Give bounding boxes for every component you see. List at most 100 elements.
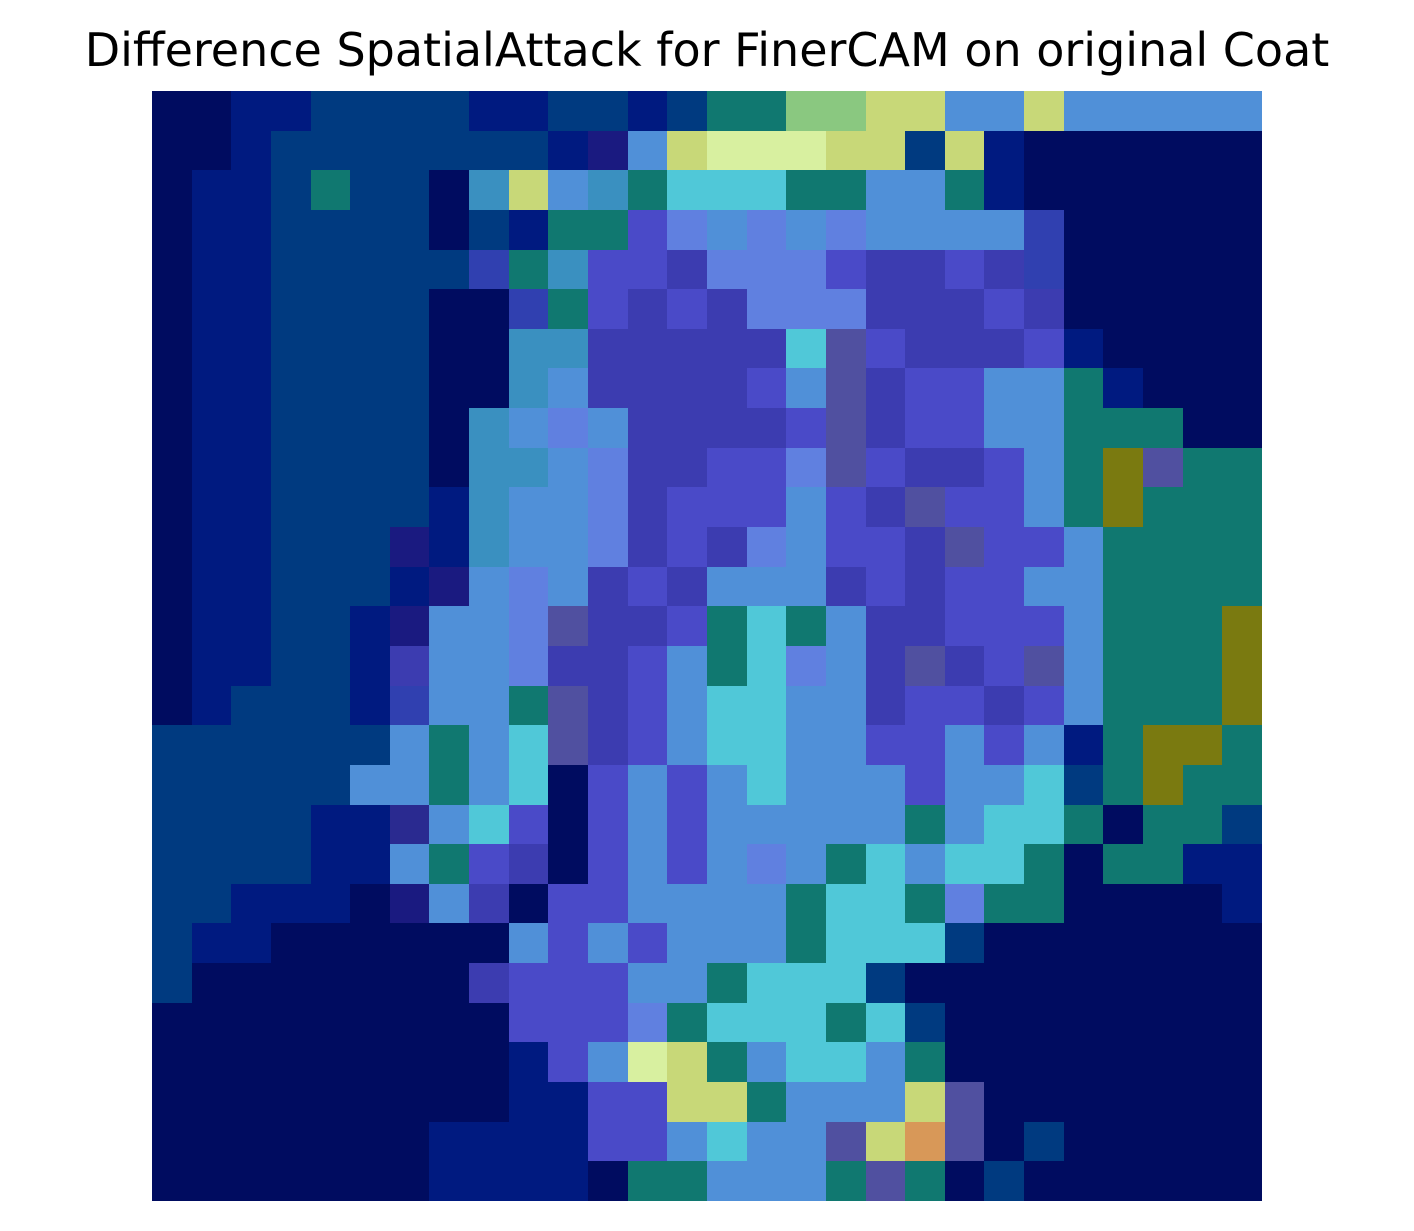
heatmap-pixel <box>786 606 826 646</box>
heatmap-pixel <box>1103 685 1144 726</box>
heatmap-pixel <box>865 289 906 329</box>
heatmap-pixel <box>1103 1161 1144 1201</box>
heatmap-pixel <box>706 844 747 884</box>
heatmap-pixel <box>231 487 271 528</box>
heatmap-pixel <box>984 1042 1025 1083</box>
heatmap-pixel <box>588 91 628 131</box>
heatmap-pixel <box>389 1121 430 1162</box>
heatmap-pixel <box>627 725 668 765</box>
heatmap-pixel <box>508 1161 549 1201</box>
heatmap-pixel <box>825 883 866 924</box>
heatmap-pixel <box>1182 963 1223 1003</box>
heatmap-pixel <box>1222 1161 1262 1201</box>
heatmap-pixel <box>1143 844 1183 884</box>
heatmap-pixel <box>1063 844 1104 884</box>
heatmap-pixel <box>469 328 509 369</box>
heatmap-pixel <box>905 368 945 409</box>
heatmap-pixel <box>1103 447 1144 488</box>
heatmap-pixel <box>548 883 589 924</box>
heatmap-pixel <box>1024 804 1064 845</box>
heatmap-pixel <box>548 725 589 765</box>
heatmap-pixel <box>429 1002 470 1043</box>
heatmap-pixel <box>1063 368 1104 409</box>
heatmap-pixel <box>905 725 945 765</box>
heatmap-pixel <box>1143 1002 1183 1043</box>
heatmap-pixel <box>1024 408 1064 448</box>
heatmap-pixel <box>1063 289 1104 329</box>
heatmap-pixel <box>944 725 985 765</box>
heatmap-pixel <box>627 368 668 409</box>
heatmap-pixel <box>865 1121 906 1162</box>
heatmap-pixel <box>350 170 390 210</box>
heatmap-pixel <box>588 209 628 250</box>
heatmap-pixel <box>667 685 707 726</box>
heatmap-pixel <box>667 209 707 250</box>
heatmap-pixel <box>270 249 311 290</box>
heatmap-pixel <box>548 566 589 607</box>
heatmap-pixel <box>825 368 866 409</box>
heatmap-pixel <box>786 289 826 329</box>
heatmap-pixel <box>508 725 549 765</box>
heatmap-pixel <box>1182 447 1223 488</box>
heatmap-pixel <box>865 487 906 528</box>
heatmap-pixel <box>310 249 351 290</box>
heatmap-pixel <box>905 1042 945 1083</box>
heatmap-pixel <box>588 130 628 171</box>
heatmap-pixel <box>627 923 668 964</box>
heatmap-pixel <box>786 1161 826 1201</box>
heatmap-pixel <box>1143 804 1183 845</box>
heatmap-pixel <box>865 130 906 171</box>
heatmap-pixel <box>588 606 628 646</box>
heatmap-pixel <box>548 130 589 171</box>
heatmap-pixel <box>429 487 470 528</box>
heatmap-pixel <box>706 963 747 1003</box>
heatmap-pixel <box>270 963 311 1003</box>
heatmap-pixel <box>469 923 509 964</box>
heatmap-pixel <box>231 963 271 1003</box>
heatmap-pixel <box>706 923 747 964</box>
heatmap-pixel <box>429 1161 470 1201</box>
heatmap-pixel <box>350 566 390 607</box>
heatmap-pixel <box>984 1002 1025 1043</box>
heatmap-pixel <box>1182 91 1223 131</box>
heatmap-pixel <box>825 209 866 250</box>
heatmap-pixel <box>667 764 707 805</box>
heatmap-pixel <box>152 804 192 845</box>
heatmap-pixel <box>152 606 192 646</box>
heatmap-pixel <box>350 91 390 131</box>
heatmap-pixel <box>706 606 747 646</box>
heatmap-pixel <box>548 408 589 448</box>
heatmap-pixel <box>825 170 866 210</box>
heatmap-pixel <box>1222 527 1262 567</box>
heatmap-pixel <box>588 328 628 369</box>
heatmap-pixel <box>1182 130 1223 171</box>
heatmap-pixel <box>825 923 866 964</box>
heatmap-pixel <box>231 844 271 884</box>
heatmap-pixel <box>944 1121 985 1162</box>
heatmap-pixel <box>627 527 668 567</box>
heatmap-pixel <box>984 566 1025 607</box>
heatmap-pixel <box>1063 1161 1104 1201</box>
heatmap-pixel <box>865 963 906 1003</box>
heatmap-pixel <box>469 170 509 210</box>
heatmap-pixel <box>389 170 430 210</box>
heatmap-pixel <box>588 487 628 528</box>
heatmap-pixel <box>984 209 1025 250</box>
heatmap-pixel <box>1143 725 1183 765</box>
heatmap-pixel <box>1222 487 1262 528</box>
heatmap-pixel <box>270 170 311 210</box>
heatmap-pixel <box>231 566 271 607</box>
heatmap-pixel <box>706 289 747 329</box>
heatmap-pixel <box>310 91 351 131</box>
heatmap-pixel <box>310 844 351 884</box>
heatmap-pixel <box>1103 130 1144 171</box>
heatmap-pixel <box>508 1002 549 1043</box>
heatmap-pixel <box>825 1161 866 1201</box>
heatmap-pixel <box>508 487 549 528</box>
heatmap-pixel <box>1024 368 1064 409</box>
heatmap-pixel <box>350 209 390 250</box>
heatmap-pixel <box>984 249 1025 290</box>
heatmap-pixel <box>1024 289 1064 329</box>
heatmap-pixel <box>548 209 589 250</box>
heatmap-pixel <box>1024 883 1064 924</box>
